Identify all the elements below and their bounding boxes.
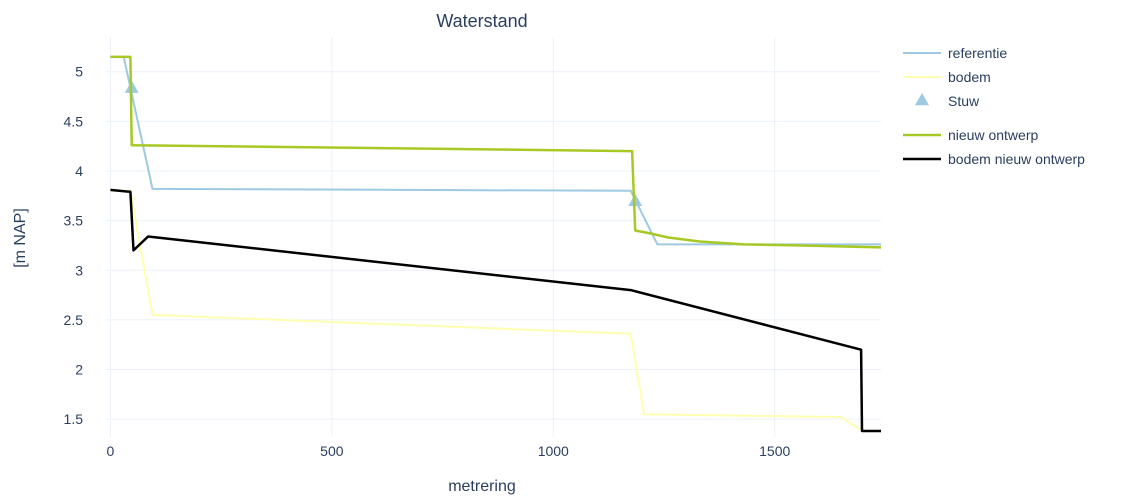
- series-line-bodem-nieuw-ontwerp: [110, 188, 881, 433]
- legend-label-bodem: bodem: [948, 69, 991, 85]
- plot-area: [110, 55, 881, 433]
- x-axis-ticks: 0 500 1000 1500: [107, 443, 791, 459]
- y-tick-label: 5: [75, 64, 83, 80]
- y-axis-ticks: 1.5 2 2.5 3 3.5 4 4.5 5: [64, 64, 84, 427]
- y-tick-label: 3: [75, 262, 83, 278]
- y-tick-label: 4.5: [64, 113, 84, 129]
- series-line-bodem: [110, 189, 881, 432]
- y-tick-label: 2: [75, 362, 83, 378]
- x-tick-label: 500: [320, 443, 344, 459]
- grid: [106, 37, 881, 437]
- legend-label-bodem-nieuw-ontwerp: bodem nieuw ontwerp: [948, 151, 1085, 167]
- y-tick-label: 1.5: [64, 411, 84, 427]
- legend-label-Stuw: Stuw: [948, 93, 980, 109]
- legend-swatch-Stuw: [915, 93, 929, 106]
- chart-title: Waterstand: [436, 11, 527, 31]
- y-tick-label: 2.5: [64, 312, 84, 328]
- legend-label-referentie: referentie: [948, 45, 1007, 61]
- x-tick-label: 1000: [538, 443, 569, 459]
- y-tick-label: 4: [75, 163, 83, 179]
- x-tick-label: 0: [107, 443, 115, 459]
- y-axis-label: [m NAP]: [12, 208, 29, 268]
- y-tick-label: 3.5: [64, 213, 84, 229]
- legend-label-nieuw-ontwerp: nieuw ontwerp: [948, 127, 1038, 143]
- legend: referentie bodem Stuw nieuw ontwerp bodem ni…: [903, 45, 1085, 167]
- x-axis-label: metrering: [448, 478, 516, 495]
- series-line-nieuw-ontwerp: [110, 55, 881, 249]
- x-tick-label: 1500: [759, 443, 790, 459]
